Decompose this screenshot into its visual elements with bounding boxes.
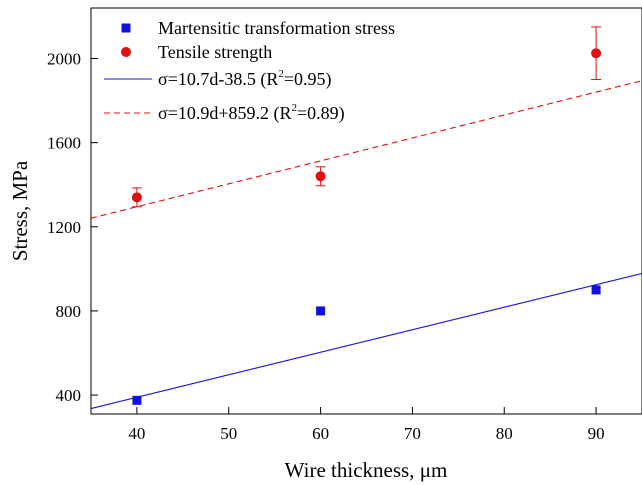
legend-label: σ=10.9d+859.2 (R2=0.89) [158, 102, 345, 124]
legend-label: Martensitic transformation stress [158, 18, 395, 38]
y-tick-label: 800 [56, 302, 82, 321]
data-point-circle [131, 192, 142, 203]
x-axis-title: Wire thickness, μm [285, 458, 448, 482]
fit-line [91, 272, 642, 410]
x-tick-label: 80 [496, 424, 513, 443]
data-point-square [316, 306, 326, 316]
data-point-circle [315, 171, 326, 182]
y-tick-label: 400 [56, 386, 82, 405]
y-axis: 400 800 1200 1600 2000 [47, 49, 98, 405]
legend: Martensitic transformation stress Tensile… [104, 18, 395, 124]
y-tick-label: 1200 [47, 218, 81, 237]
data-point-square [132, 395, 142, 405]
y-tick-label: 2000 [47, 49, 81, 68]
x-axis: 40 50 60 70 80 90 [128, 407, 605, 443]
data-points [131, 48, 602, 405]
data-point-square [591, 285, 601, 295]
legend-label: Tensile strength [158, 42, 272, 62]
legend-label: σ=10.7d-38.5 (R2=0.95) [158, 68, 332, 90]
plot-frame [90, 7, 642, 415]
x-tick-label: 90 [588, 424, 605, 443]
y-axis-title: Stress, MPa [8, 160, 32, 261]
x-tick-label: 40 [128, 424, 145, 443]
fit-line [91, 80, 642, 219]
x-tick-label: 70 [404, 424, 421, 443]
fit-lines [91, 80, 642, 410]
y-tick-label: 1600 [47, 134, 81, 153]
legend-marker-square [121, 23, 131, 33]
legend-marker-circle [121, 47, 131, 57]
data-point-circle [591, 48, 602, 59]
x-tick-label: 50 [220, 424, 237, 443]
x-tick-label: 60 [312, 424, 329, 443]
